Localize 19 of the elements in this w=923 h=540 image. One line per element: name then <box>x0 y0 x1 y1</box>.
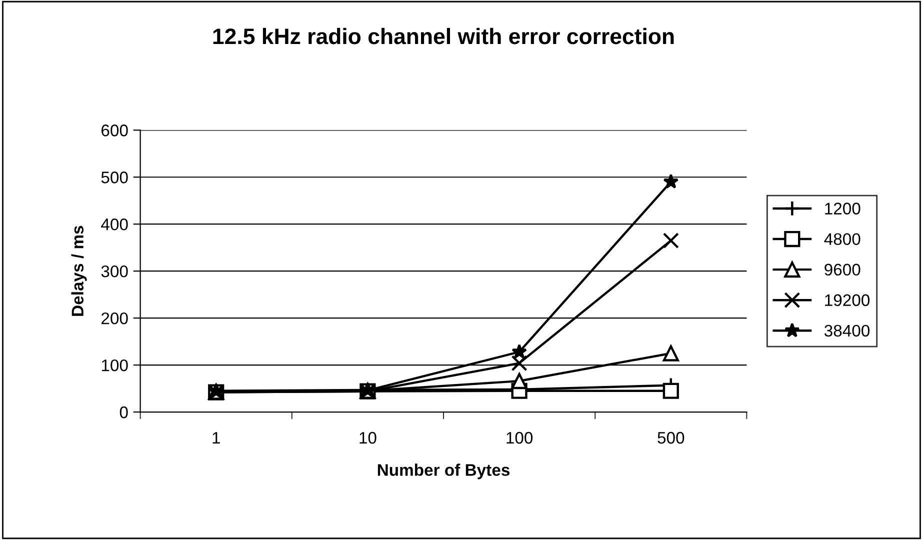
legend-label: 1200 <box>825 202 860 214</box>
y-tick-label: 300 <box>101 265 128 278</box>
y-tick-label: 200 <box>102 312 128 324</box>
x-tick-label: 10 <box>360 432 376 444</box>
y-tick-label: 600 <box>102 124 128 136</box>
legend-label: 9600 <box>824 264 860 276</box>
legend-label: 19200 <box>825 294 870 306</box>
legend-label: 4800 <box>824 233 860 246</box>
legend-label: 38400 <box>824 324 870 337</box>
y-tick-label: 100 <box>102 359 128 372</box>
y-tick-label: 0 <box>120 406 128 418</box>
x-axis-title: Number of Bytes <box>378 464 510 480</box>
x-tick-label: 500 <box>658 432 684 444</box>
y-axis-title: Delays / ms <box>71 226 87 316</box>
chart-title: 12.5 kHz radio channel with error correction <box>213 28 674 44</box>
y-tick-label: 400 <box>101 218 128 230</box>
x-tick-label: 100 <box>506 432 533 444</box>
y-tick-label: 500 <box>101 172 128 184</box>
x-tick-label: 1 <box>212 432 220 444</box>
